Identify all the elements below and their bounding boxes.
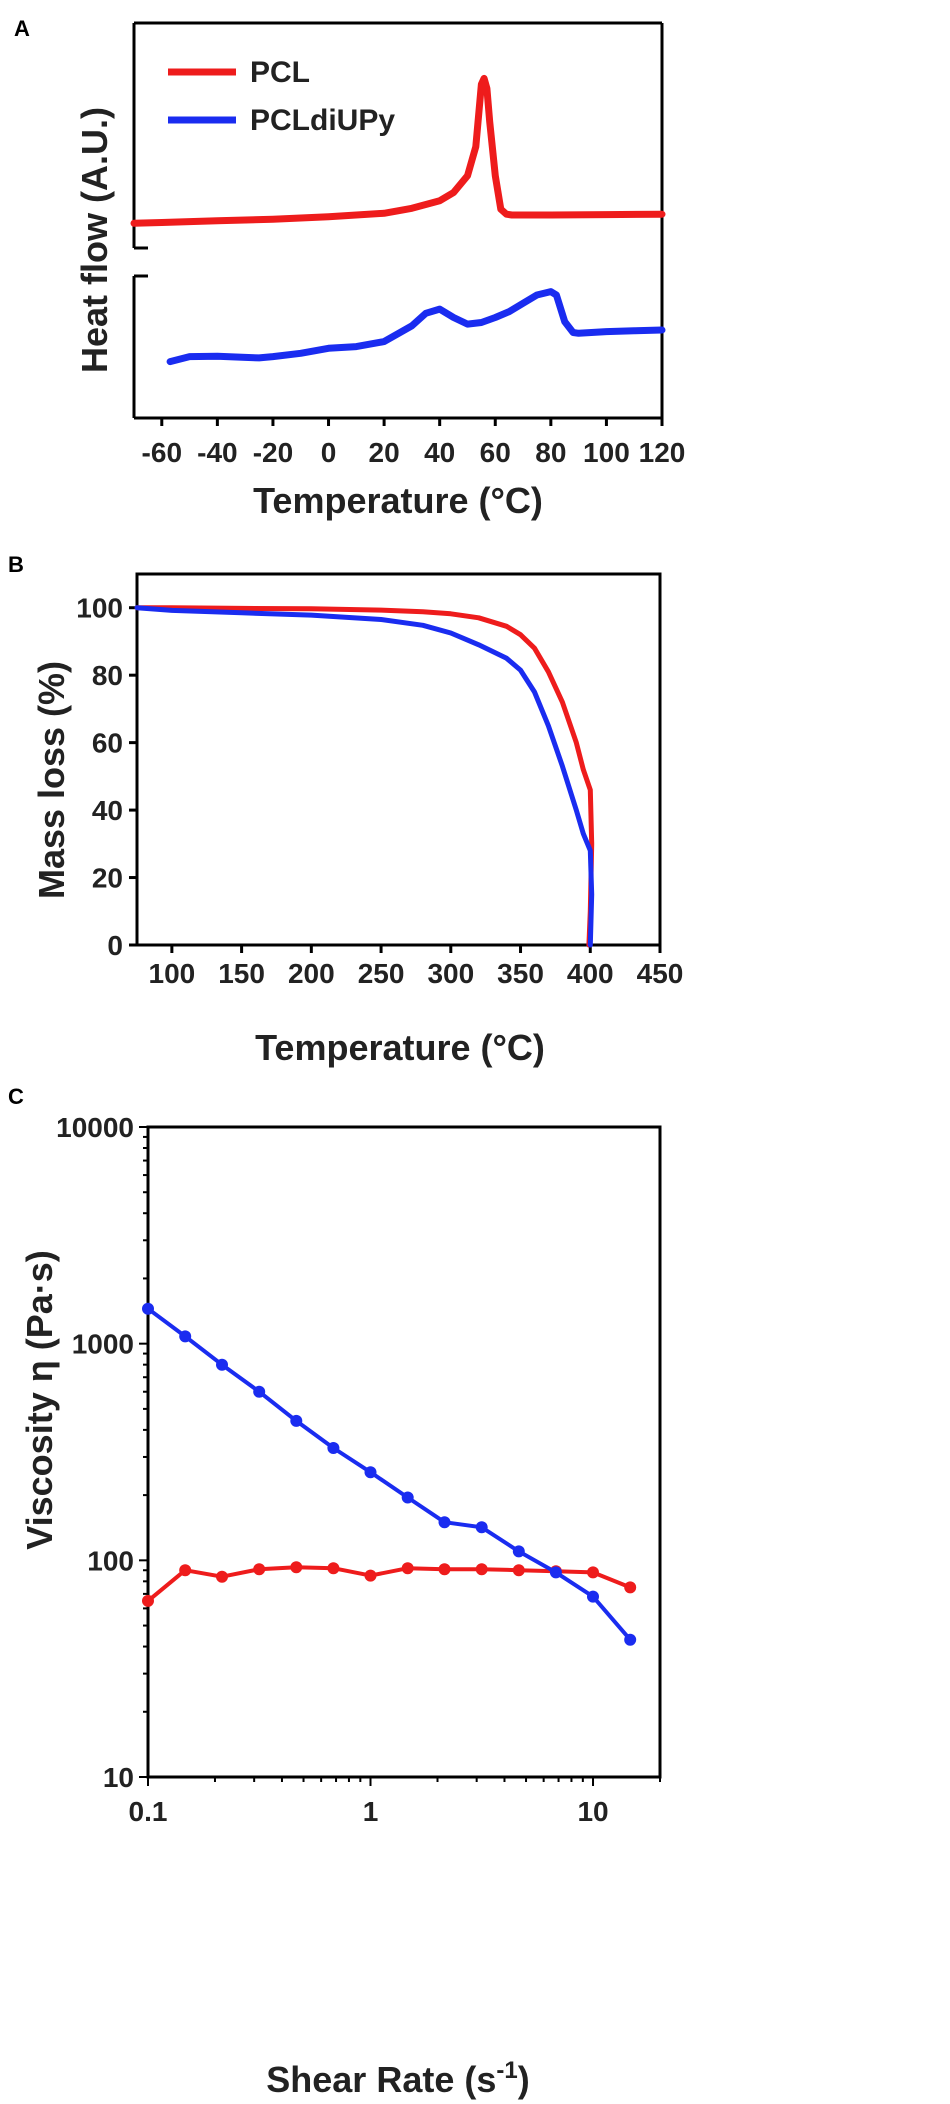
panel-c-frame (146, 1125, 662, 1779)
panel-c-point-pcl (512, 1564, 525, 1577)
panel-a: A -60 -40 -20 0 20 40 60 80 100 120 PCL PCLdiUPy … (14, 16, 685, 521)
panel-a-xtick-label: -40 (197, 437, 237, 468)
panel-c-point-pcldiupy (253, 1385, 266, 1398)
panel-b-series-pcldiupy (134, 605, 595, 948)
panel-c-point-pcl (179, 1564, 192, 1577)
panel-c-point-pcl (587, 1566, 599, 1579)
panel-a-xtick-label: 40 (424, 437, 455, 468)
panel-a-legend: PCL PCLdiUPy (168, 56, 395, 137)
panel-b-ytick-label: 40 (92, 795, 123, 826)
panel-b-xtick-label: 150 (218, 958, 265, 989)
panel-b-xlabel: Temperature (°C) (255, 1027, 545, 1068)
panel-c-point-pcl (401, 1562, 414, 1575)
panel-a-axes: -60 -40 -20 0 20 40 60 80 100 120 (132, 21, 686, 468)
panel-c-point-pcl (475, 1563, 488, 1576)
panel-c-xlabel-end: ) (518, 2059, 530, 2100)
panel-c-xlabel-sup: -1 (496, 2057, 517, 2084)
panel-c-point-pcl (327, 1562, 340, 1575)
panel-b-frame (135, 572, 662, 947)
panel-a-xtick-label: -20 (253, 437, 293, 468)
panel-a-xtick-label: 120 (639, 437, 686, 468)
panel-c-xtick-label: 10 (577, 1796, 608, 1827)
legend-label-pcl: PCL (250, 56, 310, 89)
panel-a-label: A (14, 16, 30, 41)
panel-c-axes: 0.1 1 10 10 100 1000 10000 (56, 1112, 662, 1827)
panel-c-point-pcldiupy (438, 1516, 451, 1529)
panel-b-axes: 100 150 200 250 300 350 400 450 0 20 40 60 80 100 (76, 572, 684, 989)
panel-c-point-pcl (253, 1563, 266, 1576)
panel-b: B 100 150 200 250 300 350 400 450 0 20 40 60 80 100 M… (8, 552, 683, 1068)
panel-b-xtick-label: 250 (358, 958, 405, 989)
panel-a-xtick-label: 0 (321, 437, 337, 468)
panel-a-series-pcldiupy (166, 288, 666, 366)
panel-c-series-pcldiupy (146, 1307, 632, 1642)
panel-c-point-pcl (142, 1594, 154, 1607)
panel-c-point-pcldiupy (475, 1521, 488, 1534)
panel-c-point-pcldiupy (624, 1633, 637, 1646)
panel-c-xtick-label: 1 (363, 1796, 379, 1827)
panel-c-xlabel-main: Shear Rate (s (266, 2059, 496, 2100)
panel-b-ytick-label: 20 (92, 863, 123, 894)
panel-c-point-pcl (216, 1570, 228, 1583)
panel-c-point-pcl (438, 1563, 451, 1576)
panel-b-label: B (8, 552, 24, 577)
panel-c-point-pcldiupy (364, 1466, 377, 1479)
panel-b-xtick-label: 400 (567, 958, 614, 989)
panel-c-label: C (8, 1084, 24, 1109)
panel-c-point-pcldiupy (512, 1545, 525, 1558)
panel-a-xtick-label: 100 (583, 437, 630, 468)
panel-b-xtick-label: 200 (288, 958, 335, 989)
panel-c: C 0.1 1 10 10 100 1000 10000 Viscosity η (Pa·s… (8, 1084, 662, 2100)
panel-b-ylabel: Mass loss (%) (31, 661, 72, 899)
panel-c-point-pcldiupy (179, 1330, 192, 1343)
panel-b-ytick-label: 60 (92, 728, 123, 759)
panel-c-xlabel: Shear Rate (s-1) (266, 2057, 529, 2100)
panel-c-series (142, 1302, 637, 1646)
panel-c-ylabel: Viscosity η (Pa·s) (19, 1250, 60, 1549)
panel-a-xtick-label: 60 (480, 437, 511, 468)
panel-b-ytick-label: 100 (76, 593, 123, 624)
panel-b-xtick-label: 300 (427, 958, 474, 989)
panel-c-ytick-label: 10 (103, 1762, 134, 1793)
panel-c-xtick-label: 0.1 (129, 1796, 168, 1827)
panel-c-point-pcl (364, 1569, 377, 1582)
panel-c-point-pcldiupy (587, 1590, 599, 1603)
panel-c-ytick-label: 100 (87, 1545, 134, 1576)
panel-a-xlabel: Temperature (°C) (253, 480, 543, 521)
panel-b-xtick-label: 450 (637, 958, 684, 989)
legend-label-pcldiupy: PCLdiUPy (250, 104, 395, 137)
panel-b-xtick-label: 100 (149, 958, 196, 989)
panel-a-series-pcl (130, 74, 666, 227)
panel-b-series-pcl (134, 605, 595, 948)
panel-c-point-pcldiupy (401, 1491, 414, 1504)
panel-c-point-pcl (624, 1581, 637, 1594)
panel-a-ylabel: Heat flow (A.U.) (74, 107, 115, 373)
panel-a-series (130, 74, 666, 366)
panel-b-xtick-label: 350 (497, 958, 544, 989)
panel-b-ytick-label: 0 (107, 930, 123, 961)
panel-c-ytick-label: 1000 (72, 1329, 134, 1360)
panel-a-xtick-label: 20 (369, 437, 400, 468)
panel-c-point-pcldiupy (327, 1442, 340, 1454)
panel-b-ytick-label: 80 (92, 660, 123, 691)
panel-c-point-pcldiupy (549, 1566, 562, 1579)
panel-c-point-pcldiupy (290, 1414, 303, 1427)
panel-c-ytick-label: 10000 (56, 1112, 134, 1143)
panel-a-xtick-label: 80 (535, 437, 566, 468)
panel-a-xtick-label: -60 (142, 437, 182, 468)
panel-b-series (134, 605, 595, 948)
panel-c-point-pcldiupy (142, 1302, 154, 1315)
panel-c-point-pcldiupy (216, 1358, 228, 1371)
panel-c-point-pcl (290, 1561, 303, 1574)
